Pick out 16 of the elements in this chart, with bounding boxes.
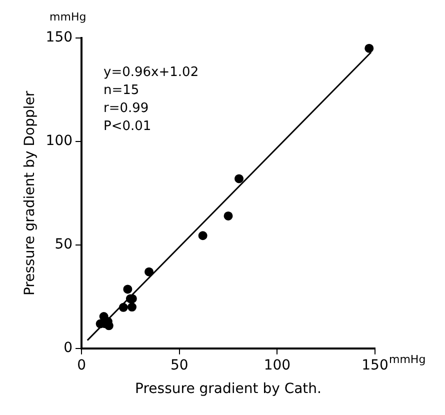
text: mmHg	[389, 352, 426, 366]
annotation: y=0.96x+1.02	[104, 64, 199, 80]
x-tick-label: 100	[264, 357, 291, 374]
x-tick-label: 50	[170, 357, 188, 374]
y-tick-label: 50	[54, 236, 73, 253]
x-tick-label: 150	[362, 357, 388, 374]
y-tick-label: 100	[46, 133, 73, 150]
annotation: r=0.99	[104, 100, 149, 116]
text: mmHg	[50, 10, 86, 24]
y-axis-title: Pressure gradient by Doppler	[22, 90, 38, 296]
y-tick-label: 0	[64, 340, 73, 356]
annotation: n=15	[104, 82, 140, 98]
annotation: P<0.01	[104, 118, 152, 134]
x-axis-title: Pressure gradient by Cath.	[135, 381, 322, 398]
y-tick-label: 150	[46, 30, 73, 46]
x-tick-label: 0	[77, 357, 86, 374]
